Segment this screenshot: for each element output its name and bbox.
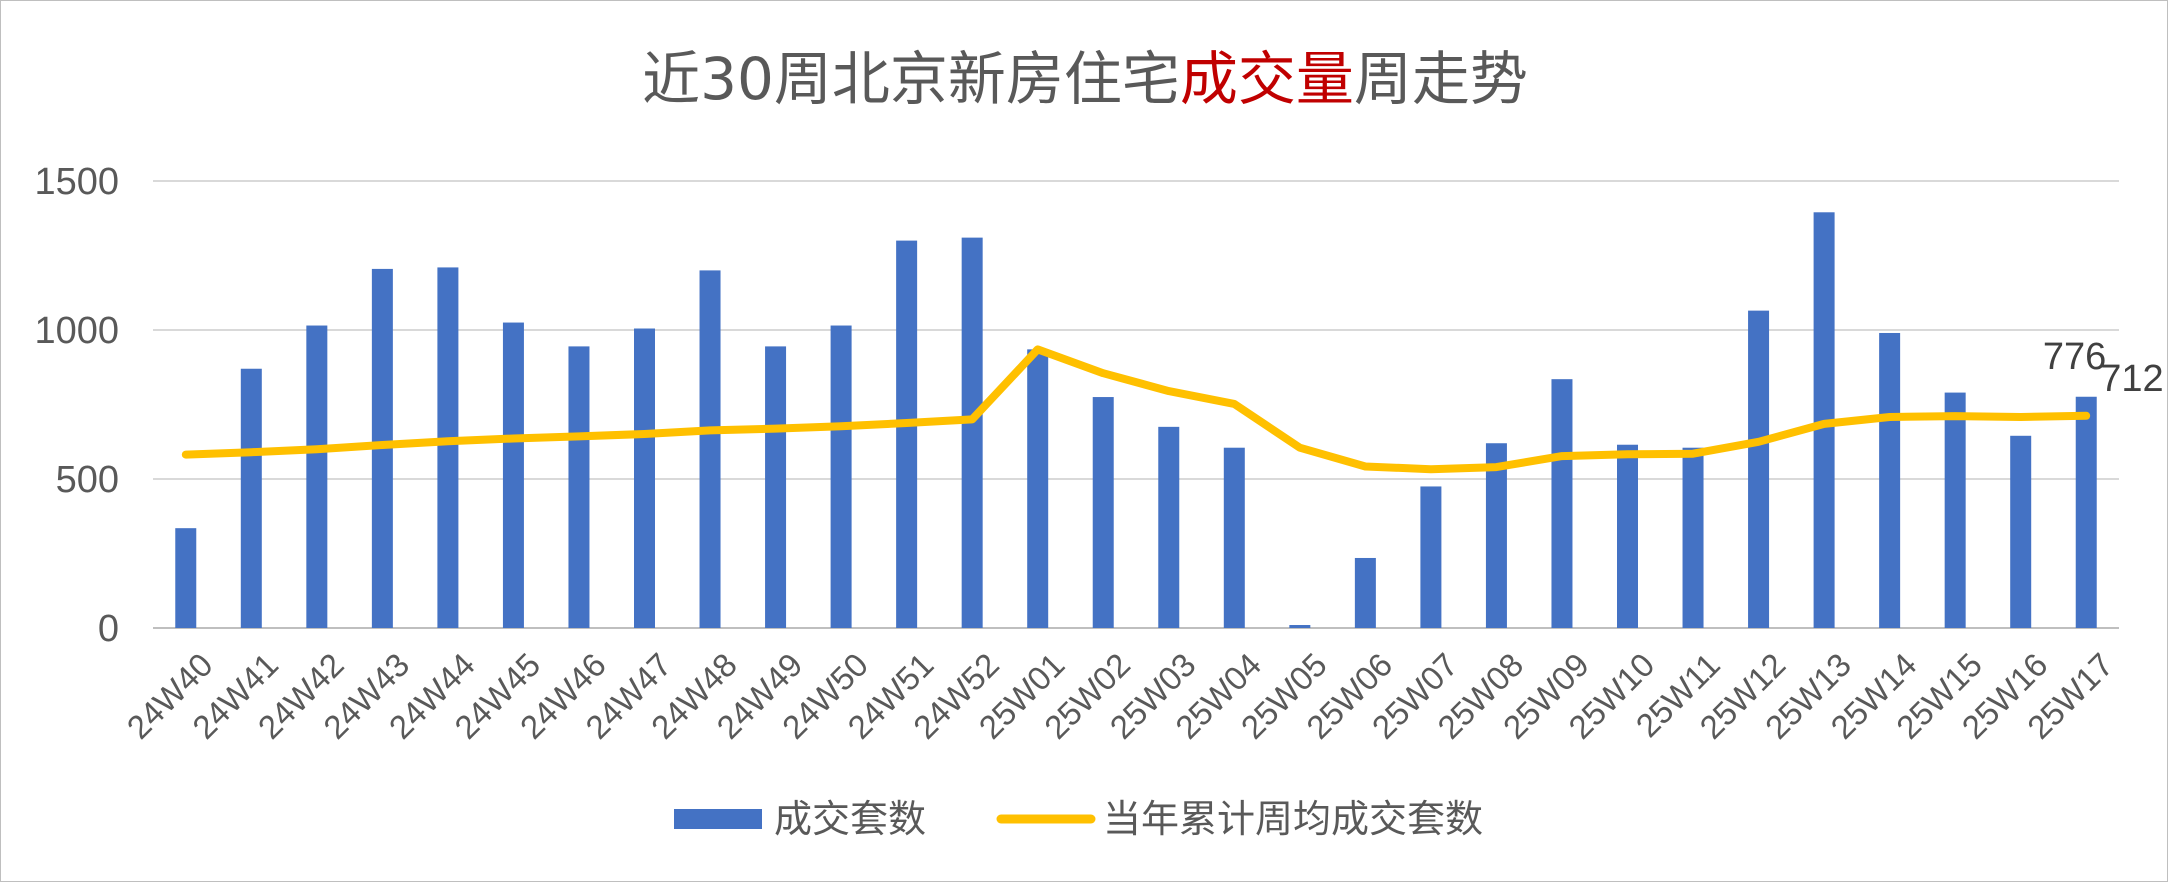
line-series <box>186 349 2087 469</box>
bar <box>962 238 983 628</box>
bar <box>1158 427 1179 628</box>
bar-series <box>175 212 2096 628</box>
bar <box>1224 448 1245 628</box>
bar <box>1551 379 1572 628</box>
data-label: 712 <box>2100 358 2163 400</box>
bar <box>1420 486 1441 628</box>
bar <box>2010 436 2031 628</box>
chart-title: 近30周北京新房住宅成交量周走势 <box>642 45 1528 113</box>
bar <box>1617 445 1638 628</box>
bar <box>1748 311 1769 628</box>
legend-label: 成交套数 <box>774 797 926 841</box>
bar <box>1093 397 1114 628</box>
bar <box>896 241 917 628</box>
chart-title-part: 近30周北京新房住宅 <box>642 45 1180 113</box>
bar <box>700 270 721 628</box>
bar <box>568 346 589 628</box>
line-path <box>186 349 2086 469</box>
y-tick-label: 0 <box>98 608 119 650</box>
bar <box>437 267 458 628</box>
chart-title-part: 周走势 <box>1354 45 1528 113</box>
y-tick-label: 1000 <box>34 310 119 352</box>
x-axis: 24W4024W4124W4224W4324W4424W4524W4624W47… <box>120 646 2121 746</box>
bar <box>306 326 327 628</box>
bar <box>1289 625 1310 628</box>
bar <box>1945 393 1966 628</box>
bar <box>175 528 196 628</box>
bar <box>1027 349 1048 628</box>
bar <box>241 369 262 628</box>
y-tick-label: 500 <box>56 459 119 501</box>
data-label: 776 <box>2043 336 2106 378</box>
bar <box>503 323 524 628</box>
bar <box>1355 558 1376 628</box>
bar <box>2076 397 2097 628</box>
bar <box>1683 448 1704 628</box>
legend-label: 当年累计周均成交套数 <box>1103 797 1483 841</box>
chart-title-part: 成交量 <box>1180 45 1354 113</box>
bar <box>765 346 786 628</box>
legend: 成交套数 当年累计周均成交套数 <box>674 797 1483 841</box>
bar <box>634 329 655 628</box>
legend-swatch-bar <box>674 809 762 829</box>
bar <box>831 326 852 628</box>
y-tick-label: 1500 <box>34 161 119 203</box>
y-axis: 0 500 1000 1500 <box>34 161 119 650</box>
bar <box>1879 333 1900 628</box>
